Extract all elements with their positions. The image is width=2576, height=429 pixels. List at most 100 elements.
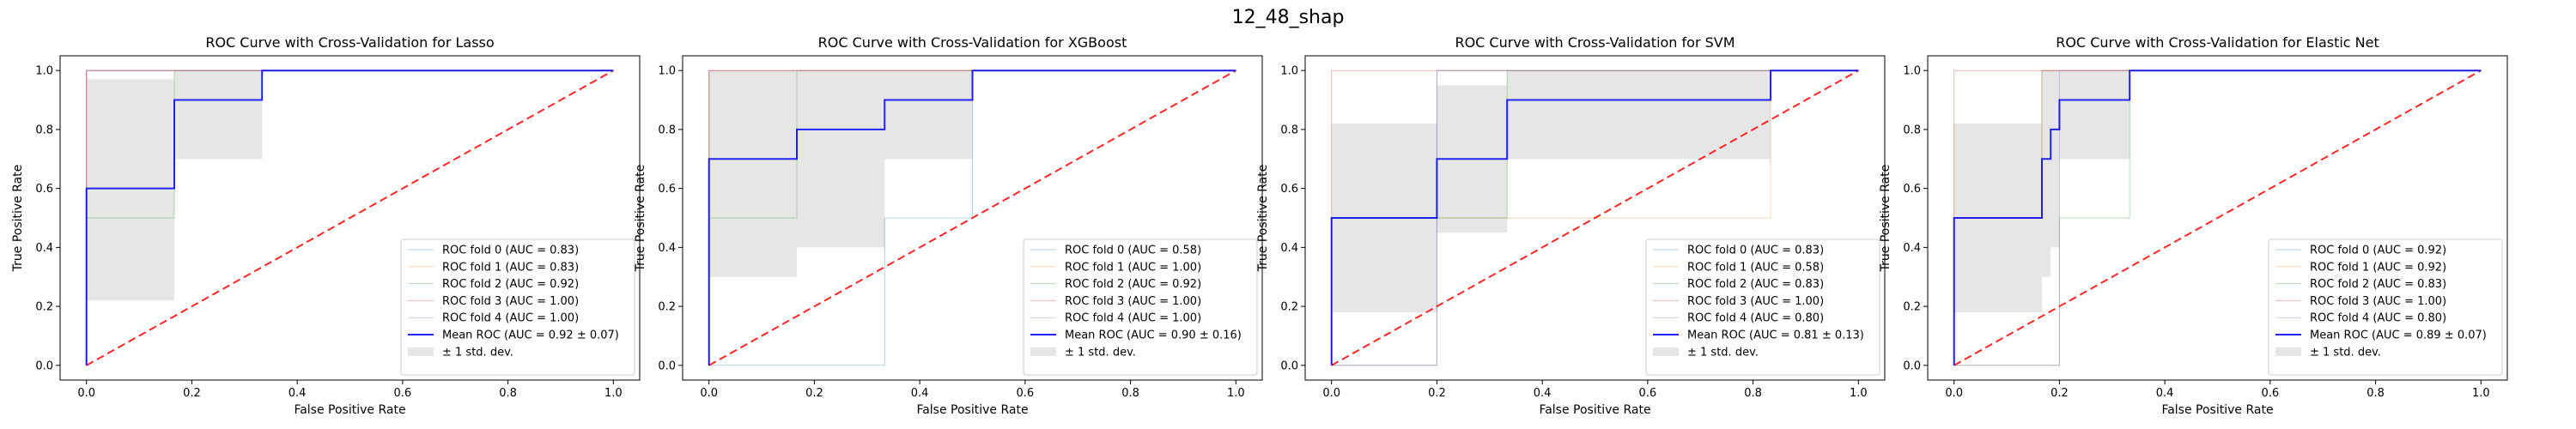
legend-entry-label: ROC fold 1 (AUC = 0.83) <box>442 261 579 274</box>
x-tick-label: 0.2 <box>1428 387 1446 400</box>
x-axis-label: False Positive Rate <box>1539 403 1650 417</box>
x-tick-label: 1.0 <box>1850 387 1868 400</box>
legend-entry-label: ROC fold 4 (AUC = 0.80) <box>2310 312 2446 325</box>
legend-entry-label: ROC fold 3 (AUC = 1.00) <box>2310 295 2446 308</box>
std-dev-band <box>86 70 614 301</box>
chance-line <box>86 69 614 366</box>
x-tick-label: 0.0 <box>1322 387 1340 400</box>
legend-entry-label: Mean ROC (AUC = 0.90 ± 0.16) <box>1065 329 1242 342</box>
y-tick-label: 0.6 <box>1280 183 1298 196</box>
y-tick-label: 0.4 <box>1903 242 1921 255</box>
legend-entry-label: ROC fold 3 (AUC = 1.00) <box>1687 295 1824 308</box>
x-tick-label: 1.0 <box>1227 387 1245 400</box>
x-tick-label: 0.4 <box>289 387 307 400</box>
legend-entry-label: ROC fold 2 (AUC = 0.83) <box>2310 278 2446 291</box>
legend-handle-std <box>2275 347 2301 356</box>
std-dev-band <box>708 70 1236 277</box>
x-tick-label: 0.4 <box>911 387 929 400</box>
legend-entry-label: ROC fold 0 (AUC = 0.92) <box>2310 245 2446 257</box>
chance-line <box>708 69 1236 366</box>
legend-entry-label: Mean ROC (AUC = 0.81 ± 0.13) <box>1687 329 1864 342</box>
legend-entry-label: ± 1 std. dev. <box>2310 346 2381 359</box>
chart-panel-2: ROC Curve with Cross-Validation for SVM 0… <box>1256 34 1886 417</box>
std-dev-band <box>1953 70 2482 312</box>
y-tick-label: 0.0 <box>1280 360 1298 372</box>
x-tick-label: 1.0 <box>605 387 623 400</box>
mean-roc-line <box>1953 69 2482 366</box>
y-tick-label: 0.8 <box>1903 124 1921 136</box>
x-tick-label: 0.4 <box>2156 387 2174 400</box>
x-tick-label: 1.0 <box>2472 387 2490 400</box>
axes-frame <box>682 55 1263 381</box>
legend-entry-label: ROC fold 1 (AUC = 0.92) <box>2310 261 2446 274</box>
x-tick-label: 0.8 <box>1121 387 1139 400</box>
y-tick-label: 1.0 <box>1280 65 1298 78</box>
figure-suptitle: 12_48_shap <box>1231 7 1345 28</box>
std-dev-band <box>1331 70 1859 312</box>
legend-entry-label: Mean ROC (AUC = 0.92 ± 0.07) <box>442 329 619 342</box>
y-axis-label: True Positive Rate <box>634 165 647 273</box>
y-tick-label: 0.0 <box>658 360 676 372</box>
x-tick-label: 0.2 <box>805 387 823 400</box>
x-tick-label: 0.0 <box>700 387 718 400</box>
legend-box <box>2268 239 2503 376</box>
y-tick-label: 0.2 <box>35 301 53 314</box>
chart-panel-0: ROC Curve with Cross-Validation for Lass… <box>11 34 641 417</box>
x-axis-label: False Positive Rate <box>2161 403 2273 417</box>
legend-entry-label: Mean ROC (AUC = 0.89 ± 0.07) <box>2310 329 2487 342</box>
chart-panel-3: ROC Curve with Cross-Validation for Elas… <box>1879 34 2508 417</box>
legend-entry-label: ROC fold 2 (AUC = 0.92) <box>1065 278 1201 291</box>
legend-entry-label: ROC fold 0 (AUC = 0.83) <box>442 245 579 257</box>
y-tick-label: 0.2 <box>1903 301 1921 314</box>
chart-title: ROC Curve with Cross-Validation for XGBo… <box>818 34 1127 51</box>
x-tick-label: 0.8 <box>1744 387 1762 400</box>
y-tick-label: 1.0 <box>35 65 53 78</box>
x-tick-label: 0.8 <box>2366 387 2385 400</box>
chart-title: ROC Curve with Cross-Validation for Lass… <box>205 34 494 51</box>
y-tick-label: 0.4 <box>35 242 53 255</box>
chart-title: ROC Curve with Cross-Validation for Elas… <box>2056 34 2379 51</box>
x-tick-label: 0.6 <box>394 387 412 400</box>
x-tick-label: 0.4 <box>1534 387 1552 400</box>
legend-entry-label: ROC fold 1 (AUC = 0.58) <box>1687 261 1824 274</box>
y-tick-label: 0.6 <box>1903 183 1921 196</box>
legend-box <box>400 239 635 376</box>
legend-box <box>1023 239 1258 376</box>
legend-entry-label: ROC fold 2 (AUC = 0.83) <box>1687 278 1824 291</box>
y-tick-label: 0.8 <box>1280 124 1298 136</box>
legend-entry-label: ROC fold 3 (AUC = 1.00) <box>1065 295 1201 308</box>
y-tick-label: 0.6 <box>658 183 676 196</box>
y-tick-label: 1.0 <box>658 65 676 78</box>
y-tick-label: 0.4 <box>658 242 676 255</box>
x-tick-label: 0.6 <box>1639 387 1657 400</box>
y-axis-label: True Positive Rate <box>1879 165 1893 273</box>
legend-entry-label: ± 1 std. dev. <box>1065 346 1136 359</box>
axes-frame <box>59 55 641 381</box>
mean-roc-line <box>85 69 614 366</box>
y-tick-label: 0.6 <box>35 183 53 196</box>
mean-roc-line <box>708 69 1236 366</box>
y-axis-label: True Positive Rate <box>11 165 25 273</box>
legend-entry-label: ROC fold 4 (AUC = 1.00) <box>442 312 579 325</box>
legend-entry-label: ROC fold 1 (AUC = 1.00) <box>1065 261 1201 274</box>
y-tick-label: 0.0 <box>35 360 53 372</box>
y-tick-label: 1.0 <box>1903 65 1921 78</box>
axes-frame <box>1304 55 1886 381</box>
chance-line <box>1953 69 2482 366</box>
legend-entry-label: ROC fold 4 (AUC = 1.00) <box>1065 312 1201 325</box>
x-tick-label: 0.0 <box>77 387 95 400</box>
x-tick-label: 0.6 <box>1017 387 1035 400</box>
x-tick-label: 0.2 <box>2050 387 2069 400</box>
x-tick-label: 0.8 <box>499 387 517 400</box>
legend-handle-std <box>1030 347 1056 356</box>
chart-title: ROC Curve with Cross-Validation for SVM <box>1455 34 1735 51</box>
y-tick-label: 0.0 <box>1903 360 1921 372</box>
x-axis-label: False Positive Rate <box>294 403 405 417</box>
chance-line <box>1331 69 1859 366</box>
y-tick-label: 0.8 <box>658 124 676 136</box>
legend-entry-label: ROC fold 3 (AUC = 1.00) <box>442 295 579 308</box>
legend-entry-label: ± 1 std. dev. <box>1687 346 1759 359</box>
x-tick-label: 0.2 <box>183 387 201 400</box>
y-tick-label: 0.2 <box>1280 301 1298 314</box>
